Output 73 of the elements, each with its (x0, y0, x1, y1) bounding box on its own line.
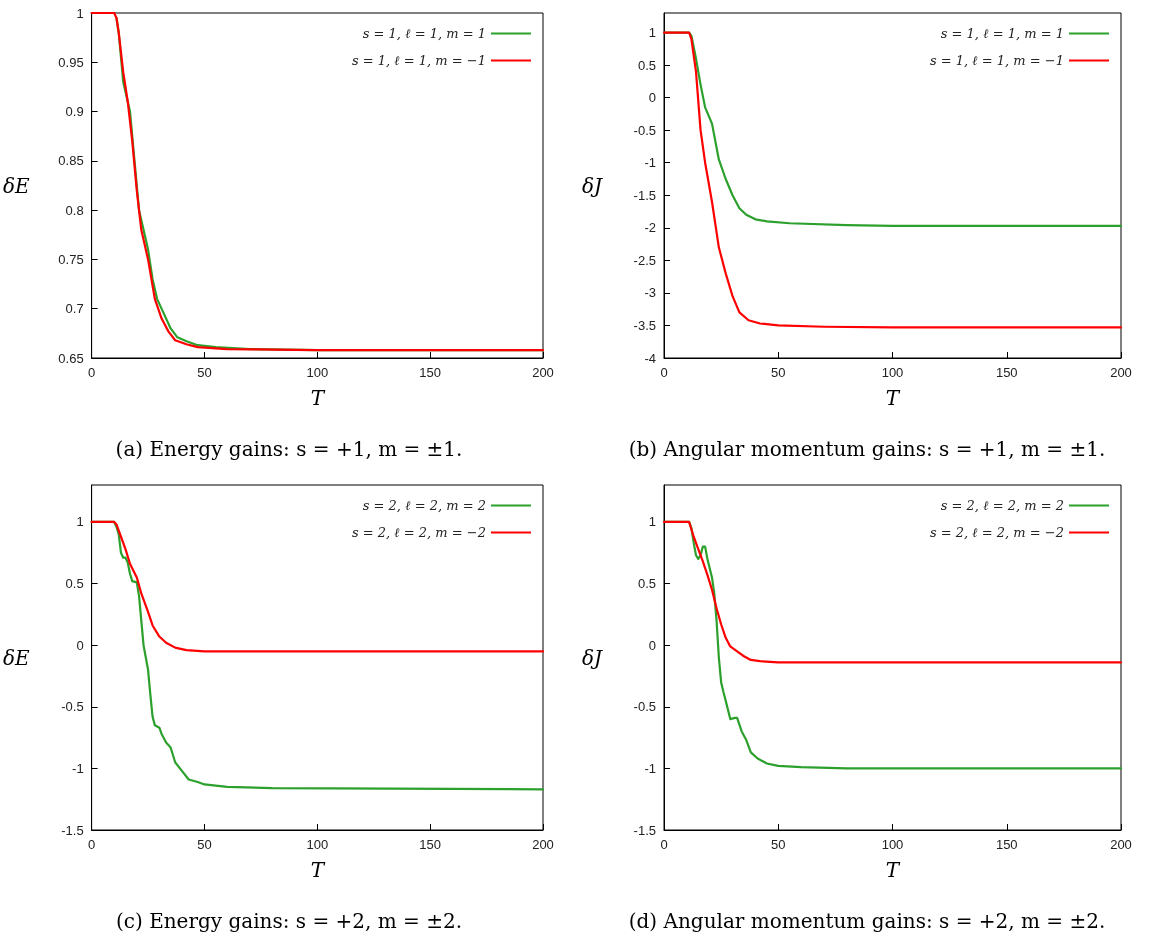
y-tick-label: 0 (76, 637, 84, 653)
y-tick-label: 0.8 (65, 202, 84, 218)
text: (d) Angular momentum gains: s = +2, m = ±2. (628, 909, 1106, 933)
legend-label: s = 1, ℓ = 1, m = −1 (929, 53, 1064, 68)
y-tick-label: 1 (648, 25, 656, 41)
y-tick-label: -2 (644, 220, 656, 236)
y-tick-label: 0 (648, 90, 656, 106)
legend-label: s = 2, ℓ = 2, m = −2 (929, 525, 1064, 540)
y-axis-title: δJ (581, 645, 603, 670)
legend-label: s = 2, ℓ = 2, m = 2 (362, 498, 486, 513)
y-tick-label: 0.95 (58, 54, 84, 70)
x-tick-label: 150 (419, 365, 442, 380)
x-tick-label: 100 (881, 365, 904, 380)
x-tick-label: 50 (771, 837, 786, 852)
y-tick-label: -0.5 (633, 699, 656, 715)
legend-label: s = 1, ℓ = 1, m = 1 (940, 26, 1064, 41)
y-tick-label: 1 (76, 514, 84, 530)
y-tick-label: -4 (644, 350, 656, 366)
legend-label: s = 2, ℓ = 2, m = 2 (940, 498, 1064, 513)
x-tick-label: 100 (306, 365, 329, 380)
y-tick-label: -2.5 (633, 252, 656, 268)
x-tick-label: 0 (88, 837, 96, 852)
x-axis-title: T (310, 858, 326, 882)
y-tick-label: -0.5 (61, 699, 84, 715)
x-axis-title: T (310, 386, 326, 410)
x-tick-label: 200 (1110, 365, 1132, 380)
y-tick-label: 0.75 (58, 251, 84, 267)
y-tick-label: -1.5 (633, 187, 656, 203)
x-tick-label: 50 (197, 365, 212, 380)
x-tick-label: 200 (532, 365, 554, 380)
text: (c) Energy gains: s = +2, m = ±2. (115, 909, 463, 933)
y-tick-label: 1 (648, 514, 656, 530)
text: (b) Angular momentum gains: s = +1, m = ±1. (628, 437, 1106, 461)
x-tick-label: 100 (306, 837, 329, 852)
y-tick-label: 0.5 (65, 576, 84, 592)
y-tick-label: 0 (648, 637, 656, 653)
legend-label: s = 2, ℓ = 2, m = −2 (351, 525, 486, 540)
line-series (662, 520, 1123, 664)
y-tick-label: -1.5 (61, 822, 84, 838)
line-series (90, 520, 545, 653)
y-tick-label: 1 (76, 5, 84, 21)
x-axis-title: T (885, 858, 901, 882)
y-tick-label: -3 (644, 285, 656, 301)
x-tick-label: 0 (660, 837, 668, 852)
y-tick-label: 0.5 (637, 57, 656, 73)
y-tick-label: -1 (644, 155, 656, 171)
x-tick-label: 0 (660, 365, 668, 380)
y-tick-label: 0.7 (65, 301, 84, 317)
y-tick-label: -3.5 (633, 317, 656, 333)
y-axis-title: δE (3, 645, 31, 670)
y-tick-label: -1 (72, 760, 84, 776)
x-tick-label: 150 (419, 837, 442, 852)
x-tick-label: 200 (1110, 837, 1132, 852)
y-tick-label: 0.65 (58, 350, 84, 366)
y-tick-label: -1.5 (633, 822, 656, 838)
x-tick-label: 150 (995, 837, 1018, 852)
y-tick-label: -0.5 (633, 122, 656, 138)
x-tick-label: 0 (88, 365, 96, 380)
y-tick-label: 0.5 (637, 576, 656, 592)
x-tick-label: 50 (197, 837, 212, 852)
x-tick-label: 50 (771, 365, 786, 380)
y-tick-label: 0.9 (65, 104, 84, 120)
x-axis-title: T (885, 386, 901, 410)
x-tick-label: 150 (995, 365, 1018, 380)
x-tick-label: 200 (532, 837, 554, 852)
legend-label: s = 1, ℓ = 1, m = 1 (362, 26, 486, 41)
text: (a) Energy gains: s = +1, m = ±1. (115, 437, 463, 461)
x-tick-label: 100 (881, 837, 904, 852)
y-axis-title: δJ (581, 173, 603, 198)
y-tick-label: 0.85 (58, 153, 84, 169)
y-axis-title: δE (3, 173, 31, 198)
y-tick-label: -1 (644, 760, 656, 776)
legend-label: s = 1, ℓ = 1, m = −1 (351, 53, 486, 68)
